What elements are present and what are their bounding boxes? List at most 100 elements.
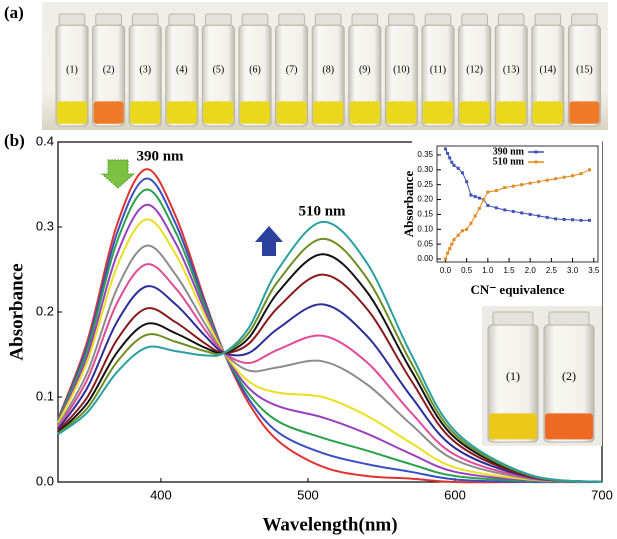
x-tick-label: 2.5: [546, 266, 558, 275]
point: [494, 206, 498, 210]
vial: [311, 24, 345, 127]
vial: [92, 24, 126, 127]
point: [545, 215, 549, 219]
point: [460, 171, 464, 175]
vial: [421, 24, 455, 127]
y-tick-label: 0.4: [36, 133, 54, 148]
point: [448, 156, 452, 160]
vial-liquid: [386, 101, 417, 124]
x-tick-label: 3.0: [567, 266, 579, 275]
point: [477, 196, 481, 200]
vial-cap: [314, 13, 342, 26]
vial-cap: [131, 13, 159, 26]
vial-label: (3): [139, 64, 151, 75]
y-tick-label: 0.1: [36, 388, 54, 403]
vial: [275, 24, 309, 127]
vial-liquid: [276, 101, 307, 124]
point: [448, 247, 452, 251]
x-tick-label: 1.5: [503, 266, 515, 275]
plot-frame: [436, 145, 599, 263]
vial-label: (10): [393, 64, 410, 75]
y-tick-label: 0.35: [417, 150, 433, 159]
panel-label: (a): [4, 3, 24, 22]
point: [452, 238, 456, 242]
series-line: [57, 177, 603, 484]
vial: [543, 324, 595, 443]
point: [450, 160, 454, 164]
arrow-down: [100, 159, 136, 189]
series-line: [57, 263, 603, 483]
point: [473, 195, 477, 199]
point: [554, 177, 558, 181]
vial-liquid: [130, 101, 161, 124]
point: [452, 163, 456, 167]
series-line: [57, 253, 603, 483]
point: [460, 229, 464, 233]
series-line: [57, 218, 603, 483]
vial-liquid: [423, 101, 453, 124]
point: [545, 178, 549, 182]
series-line: [57, 203, 603, 483]
y-tick-label: 0.25: [417, 180, 433, 189]
series-line: [57, 237, 603, 483]
point: [511, 184, 515, 188]
vial-label: (8): [322, 64, 334, 75]
vial-cap: [492, 311, 534, 326]
vial-label: (9): [359, 64, 371, 75]
point: [486, 203, 490, 207]
vial: [165, 24, 199, 127]
y-tick-label: 0.2: [36, 303, 54, 318]
point: [562, 175, 566, 179]
y-tick-label: 0.05: [417, 239, 433, 248]
point: [528, 181, 532, 185]
point: [571, 218, 575, 222]
vial-label: (6): [249, 64, 261, 75]
annotation: 390 nm: [136, 148, 184, 164]
series-line: [57, 220, 603, 483]
x-tick-label: 500: [297, 487, 319, 502]
vial: [55, 24, 89, 127]
vial: [494, 24, 528, 127]
point: [588, 218, 592, 222]
vial-cap: [571, 13, 598, 26]
vial: [201, 24, 235, 127]
point: [588, 168, 592, 172]
vial-label: (11): [430, 64, 446, 75]
point: [503, 186, 507, 190]
vial-liquid: [569, 101, 600, 124]
vial-cap: [95, 13, 122, 26]
vial-liquid: [349, 101, 380, 124]
x-tick-label: 1.0: [482, 266, 494, 275]
vial-pair: (1) (2): [487, 311, 595, 443]
vial-cap: [388, 13, 415, 26]
vial-cap: [351, 13, 379, 26]
point: [477, 206, 481, 210]
vial: [458, 24, 492, 127]
point: [579, 172, 583, 176]
y-axis-label: Absorbance: [6, 263, 27, 360]
point: [482, 198, 486, 202]
point: [465, 180, 469, 184]
vial-cap: [497, 13, 525, 26]
point: [520, 211, 524, 215]
vial-label: (14): [539, 64, 556, 75]
point: [443, 257, 447, 261]
vial: [348, 24, 382, 127]
vial-cap: [461, 13, 488, 26]
y-axis-label: Absorbance: [401, 171, 416, 238]
vial: [384, 24, 418, 127]
vial-cap: [241, 13, 269, 26]
vial: [487, 324, 539, 443]
vial-liquid: [489, 413, 537, 440]
vial-liquid: [93, 101, 124, 124]
y-tick-label: 0.3: [36, 218, 54, 233]
point: [450, 242, 454, 246]
vial-label: (1): [506, 369, 520, 383]
vial: [567, 24, 601, 127]
point: [465, 227, 469, 231]
point: [528, 212, 532, 216]
y-tick-label: 0.30: [417, 165, 433, 174]
x-tick-label: 700: [591, 487, 613, 502]
x-tick-label: 2.0: [525, 266, 537, 275]
